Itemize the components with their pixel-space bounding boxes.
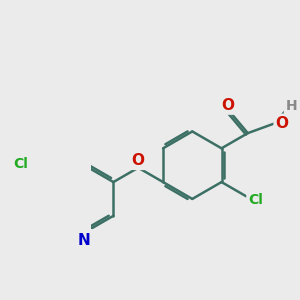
Text: O: O: [132, 153, 145, 168]
Text: H: H: [286, 99, 298, 113]
Text: Cl: Cl: [13, 157, 28, 171]
Text: N: N: [78, 232, 91, 247]
Text: Cl: Cl: [13, 157, 28, 171]
Text: O: O: [221, 98, 234, 112]
Text: Cl: Cl: [248, 194, 263, 207]
Text: O: O: [132, 153, 145, 168]
Text: Cl: Cl: [248, 194, 263, 207]
Text: O: O: [276, 116, 289, 131]
Text: O: O: [276, 116, 289, 131]
Text: H: H: [286, 99, 298, 113]
Text: N: N: [78, 232, 91, 247]
Text: O: O: [221, 98, 234, 112]
